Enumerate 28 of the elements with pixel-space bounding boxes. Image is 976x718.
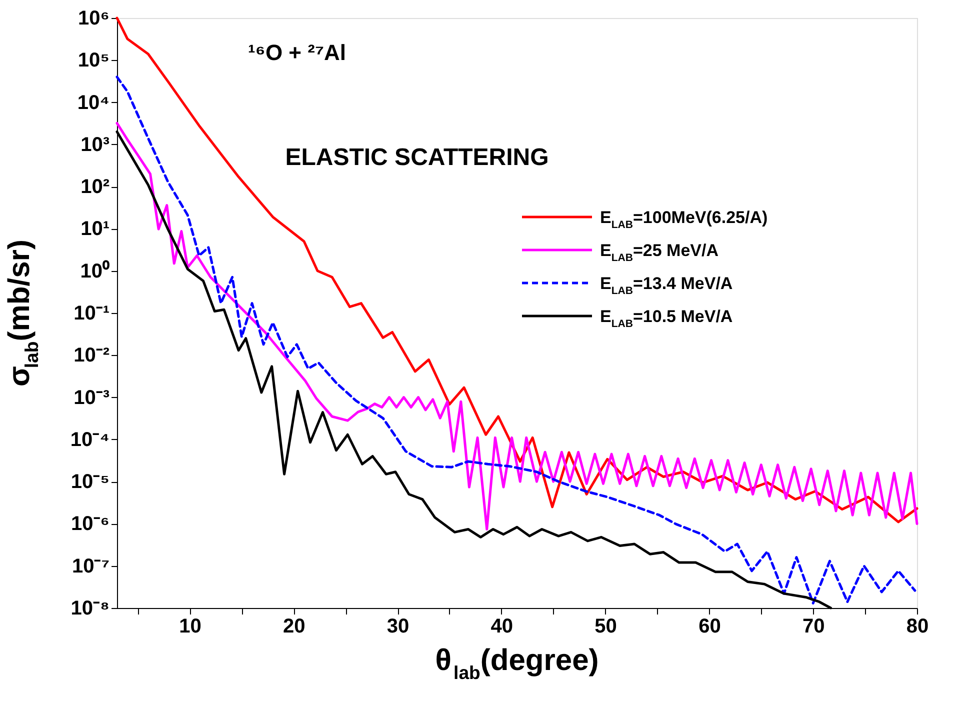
y-tick-label: 10⁻² [74, 344, 110, 367]
y-tick-label: 10⁻⁶ [71, 513, 110, 536]
annotation: ¹⁶O + ²⁷Al [248, 40, 346, 65]
y-tick-label: 10⁴ [77, 92, 110, 114]
y-tick-label: 10⁻⁷ [72, 555, 110, 578]
y-tick-label: 10⁰ [80, 259, 110, 282]
annotation: ELASTIC SCATTERING [285, 144, 549, 171]
line-series [116, 76, 916, 604]
y-tick-label: 10⁶ [78, 8, 110, 30]
x-tick-label: 60 [698, 616, 721, 638]
x-tick-label: 30 [386, 616, 410, 638]
y-tick-label: 10² [80, 176, 110, 198]
line-series [116, 122, 918, 530]
y-tick-label: 10⁻³ [74, 386, 110, 409]
x-tick-label: 40 [490, 616, 514, 638]
y-tick-label: 10⁻⁴ [70, 428, 110, 451]
y-tick-label: 10⁻¹ [74, 302, 110, 324]
x-tick-label: 20 [283, 616, 306, 638]
y-tick-label: 10⁵ [78, 50, 110, 72]
x-tick-label: 50 [594, 616, 617, 638]
x-tick-label: 10 [179, 616, 202, 638]
y-tick-label: 10⁻⁸ [70, 598, 110, 620]
y-tick-label: 10¹ [80, 218, 110, 240]
y-tick-label: 10³ [80, 134, 110, 156]
y-tick-label: 10⁻⁵ [70, 471, 110, 494]
x-tick-label: 70 [802, 616, 825, 638]
x-tick-label: 80 [906, 616, 929, 638]
y-axis-title: σlab(mb/sr) [3, 240, 42, 386]
